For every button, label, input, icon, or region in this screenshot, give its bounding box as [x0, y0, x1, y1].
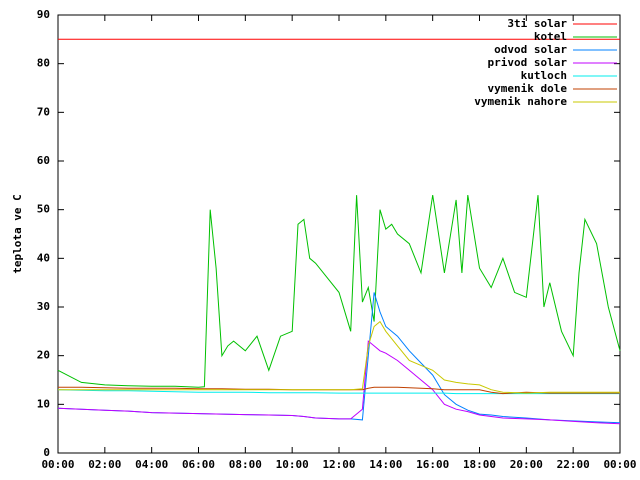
- x-tick-label: 22:00: [557, 458, 590, 471]
- y-tick-label: 80: [37, 57, 50, 70]
- legend-label: 3ti solar: [507, 17, 567, 30]
- x-tick-label: 10:00: [276, 458, 309, 471]
- y-tick-label: 50: [37, 203, 50, 216]
- x-tick-label: 06:00: [182, 458, 215, 471]
- y-tick-label: 10: [37, 397, 50, 410]
- series-line: [57, 340, 621, 425]
- x-tick-label: 08:00: [229, 458, 262, 471]
- x-tick-label: 20:00: [510, 458, 543, 471]
- legend-label: vymenik dole: [488, 82, 568, 95]
- y-tick-label: 90: [37, 8, 50, 21]
- x-tick-label: 04:00: [135, 458, 168, 471]
- y-tick-label: 40: [37, 251, 50, 264]
- y-tick-label: 20: [37, 349, 50, 362]
- x-tick-label: 02:00: [88, 458, 121, 471]
- y-axis-label: teplota ve C: [11, 194, 24, 273]
- y-tick-label: 70: [37, 105, 50, 118]
- legend-label: kotel: [534, 30, 567, 43]
- x-tick-label: 12:00: [322, 458, 355, 471]
- y-tick-label: 60: [37, 154, 50, 167]
- series-line: [58, 320, 620, 394]
- series-line: [57, 195, 621, 388]
- y-tick-label: 30: [37, 300, 50, 313]
- y-tick-label: 0: [43, 446, 50, 459]
- series-line: [57, 389, 620, 395]
- x-tick-label: 00:00: [603, 458, 636, 471]
- legend-label: privod solar: [488, 56, 568, 69]
- x-tick-label: 18:00: [463, 458, 496, 471]
- x-tick-label: 16:00: [416, 458, 449, 471]
- legend-label: odvod solar: [494, 43, 567, 56]
- series-line: [58, 386, 620, 395]
- x-tick-label: 00:00: [41, 458, 74, 471]
- legend-label: kutloch: [521, 69, 567, 82]
- x-tick-label: 14:00: [369, 458, 402, 471]
- series-line: [57, 292, 621, 424]
- legend-label: vymenik nahore: [474, 95, 567, 108]
